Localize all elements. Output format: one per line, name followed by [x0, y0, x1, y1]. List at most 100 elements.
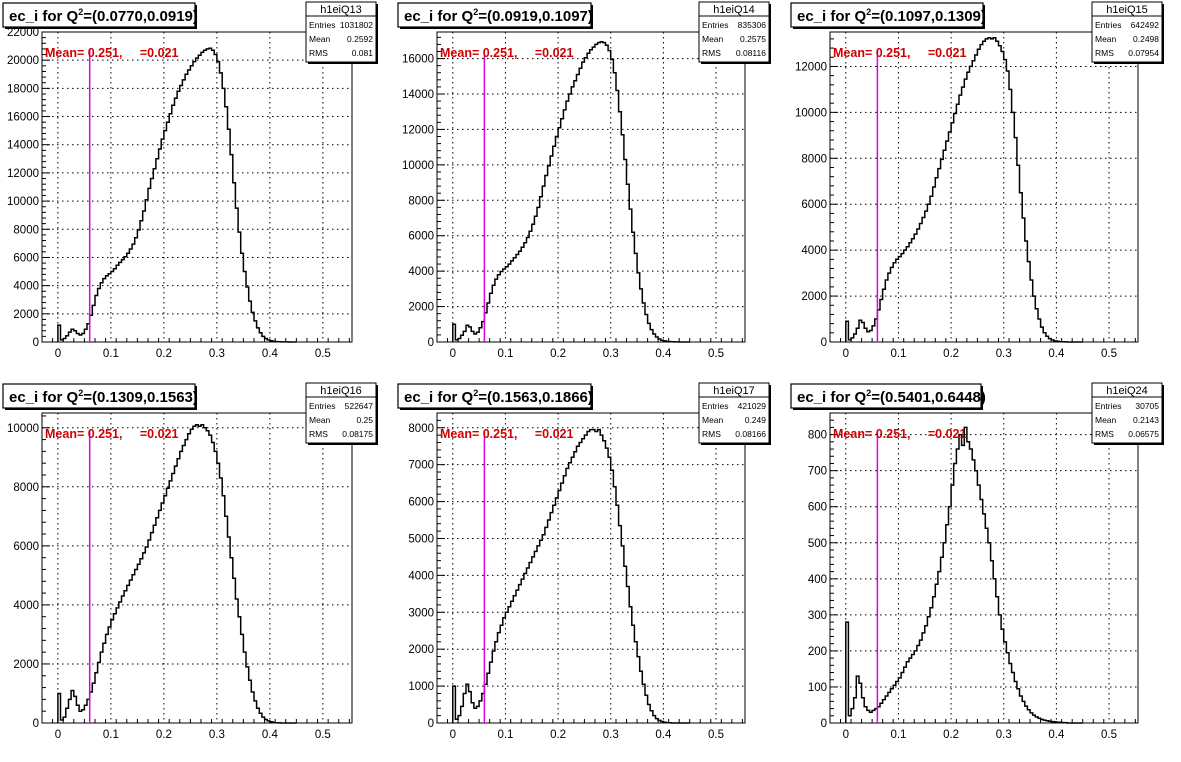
x-tick-label: 0.4	[262, 348, 279, 360]
x-tick-label: 0.3	[996, 729, 1012, 741]
y-tick-label: 4000	[13, 600, 39, 612]
stats-label: Mean	[702, 415, 724, 425]
stats-shadow	[376, 385, 378, 445]
y-tick-label: 7000	[408, 460, 434, 472]
x-tick-label: 0	[55, 348, 61, 360]
title-box-shadow	[195, 386, 197, 410]
stats-value: 0.2143	[1133, 415, 1159, 425]
plot-frame	[829, 412, 1139, 724]
panel-title: ec_i for Q2=(0.0770,0.0919)	[2, 2, 198, 29]
y-tick-label: 12000	[402, 124, 434, 136]
y-tick-label: 0	[428, 718, 434, 730]
stats-name: h1eiQ16	[320, 385, 362, 397]
mean-annotation: Mean= 0.251, =0.021	[833, 427, 966, 441]
stats-label: Mean	[1095, 34, 1117, 44]
histogram-panel: 0 0.1 0.2 0.3 0.4 0.5 0 100 200 300 400 500 600 700 80…	[790, 382, 1164, 741]
stats-shadow	[1162, 4, 1164, 64]
title-box	[790, 2, 984, 28]
y-tick-label: 500	[808, 538, 827, 550]
x-tick-label: 0.5	[708, 729, 724, 741]
x-tick-label: 0.3	[996, 348, 1012, 360]
histogram-line	[452, 428, 690, 724]
x-tick-label: 0.1	[497, 729, 513, 741]
x-tick-label: 0.1	[497, 348, 513, 360]
stats-value: 0.2592	[347, 34, 373, 44]
stats-frame	[698, 1, 770, 63]
stats-value: 421029	[738, 401, 767, 411]
stats-shadow	[1094, 62, 1164, 64]
y-tick-label: 200	[808, 646, 827, 658]
y-tick-label: 2000	[408, 644, 434, 656]
y-tick-label: 6000	[801, 199, 827, 211]
x-tick-label: 0.1	[103, 729, 119, 741]
y-tick-label: 0	[33, 337, 39, 349]
x-tick-label: 0.2	[943, 729, 959, 741]
title-box-shadow	[793, 408, 983, 410]
title-box-shadow	[981, 386, 983, 410]
mean-annotation: Mean= 0.251, =0.021	[440, 46, 573, 60]
y-tick-label: 3000	[408, 607, 434, 619]
x-tick-label: 0.4	[655, 729, 672, 741]
stats-value: 0.08175	[342, 429, 373, 439]
stats-shadow	[769, 4, 771, 64]
panel-title: ec_i for Q2=(0.5401,0.6448)	[790, 383, 986, 410]
y-tick-label: 4000	[13, 281, 39, 293]
stats-value: 0.081	[352, 48, 374, 58]
y-tick-label: 12000	[7, 168, 39, 180]
stats-label: RMS	[702, 429, 721, 439]
y-tick-label: 0	[33, 718, 39, 730]
y-tick-label: 12000	[795, 61, 827, 73]
stats-shadow	[308, 443, 378, 445]
stats-label: Entries	[1095, 401, 1121, 411]
stats-label: RMS	[702, 48, 721, 58]
y-tick-label: 10000	[795, 107, 827, 119]
stats-frame	[305, 1, 377, 63]
x-tick-label: 0.3	[603, 348, 619, 360]
x-tick-label: 0.4	[262, 729, 279, 741]
x-tick-label: 0.4	[655, 348, 672, 360]
y-tick-label: 0	[821, 337, 827, 349]
y-tick-label: 2000	[13, 659, 39, 671]
stats-value: 0.06575	[1128, 429, 1159, 439]
title-box-shadow	[591, 386, 593, 410]
stats-name: h1eiQ13	[320, 4, 362, 16]
x-tick-label: 0.2	[156, 729, 172, 741]
title-box	[397, 383, 592, 409]
stats-name: h1eiQ15	[1106, 4, 1148, 16]
stats-label: Mean	[309, 415, 331, 425]
stats-shadow	[769, 385, 771, 445]
histogram-panel: 0 0.1 0.2 0.3 0.4 0.5 0 2000 4000 6000 8000 10000 12…	[397, 1, 771, 360]
stats-label: RMS	[309, 429, 328, 439]
histogram-panel: 0 0.1 0.2 0.3 0.4 0.5 0 2000 4000 6000 8000 10000 12…	[790, 1, 1164, 360]
title-box	[790, 383, 982, 409]
panel-title: ec_i for Q2=(0.1309,0.1563)	[2, 383, 198, 410]
panel-title: ec_i for Q2=(0.1563,0.1866)	[397, 383, 593, 410]
x-tick-label: 0.5	[1101, 348, 1117, 360]
y-tick-label: 10000	[402, 160, 434, 172]
panel-title-text: ec_i for Q2=(0.0770,0.0919)	[9, 7, 198, 25]
title-box-shadow	[5, 408, 197, 410]
mean-annotation: Mean= 0.251, =0.021	[833, 46, 966, 60]
y-tick-label: 16000	[7, 112, 39, 124]
x-tick-label: 0.5	[315, 348, 331, 360]
title-box-shadow	[5, 27, 197, 29]
y-tick-label: 2000	[801, 291, 827, 303]
x-tick-label: 0.3	[209, 348, 225, 360]
stats-value: 0.249	[745, 415, 767, 425]
panel-title-text: ec_i for Q2=(0.5401,0.6448)	[797, 388, 986, 406]
stats-shadow	[701, 62, 771, 64]
stats-name: h1eiQ17	[713, 385, 755, 397]
y-tick-label: 600	[808, 502, 827, 514]
stats-label: Mean	[1095, 415, 1117, 425]
y-tick-label: 100	[808, 682, 827, 694]
stats-label: Entries	[309, 20, 335, 30]
panel-title: ec_i for Q2=(0.0919,0.1097)	[397, 2, 593, 29]
stats-label: RMS	[1095, 48, 1114, 58]
y-tick-label: 4000	[408, 570, 434, 582]
histogram-panel: 0 0.1 0.2 0.3 0.4 0.5 0 1000 2000 3000 4000 5000 600…	[397, 382, 771, 741]
stats-label: Entries	[1095, 20, 1121, 30]
x-tick-label: 0.2	[943, 348, 959, 360]
y-tick-label: 1000	[408, 681, 434, 693]
x-tick-label: 0.2	[156, 348, 172, 360]
y-tick-label: 22000	[7, 27, 39, 39]
